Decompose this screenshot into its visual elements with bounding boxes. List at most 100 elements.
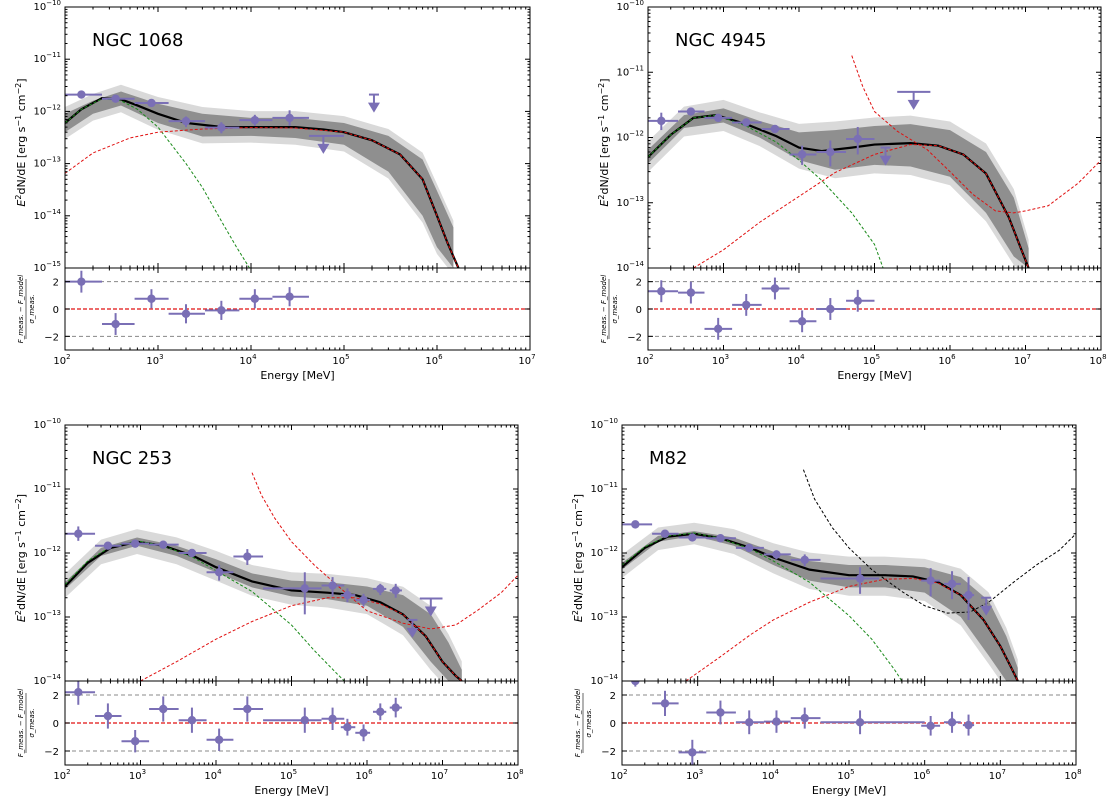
residual-point [631, 681, 640, 687]
residual-point [102, 313, 135, 335]
residual-point [340, 718, 356, 736]
y-axis-label: E2dN/dE [erg s−1 cm−2] [14, 78, 28, 206]
x-axis-label: Energy [MeV] [254, 784, 328, 797]
flux-point [678, 533, 707, 542]
residual-point [134, 289, 169, 309]
residual-plot-area [65, 270, 530, 337]
panel-ngc253: 10−14 10−13 10−12 10−11 10−10 102 103 104 105 106… [14, 417, 524, 797]
y-tick-label: 10−10 [33, 417, 61, 431]
model-component-2-line [693, 144, 1030, 268]
x-tick-label: 102 [610, 768, 627, 782]
y-tick-label: 10−14 [33, 208, 61, 222]
residual-point [846, 289, 875, 312]
residual-point [706, 700, 736, 725]
residual-point [95, 703, 122, 729]
flux-point [233, 549, 264, 565]
flux-point [706, 534, 736, 543]
y-tick-label: 10−11 [616, 64, 644, 78]
flux-point [372, 583, 387, 596]
residual-tick-label: 2 [53, 691, 59, 702]
residual-point [149, 696, 179, 722]
x-tick-label: 106 [425, 353, 443, 367]
x-tick-label: 105 [280, 768, 297, 782]
residual-point [921, 716, 941, 736]
flux-point [204, 122, 240, 134]
flux-point [761, 124, 790, 134]
x-tick-label: 107 [989, 768, 1006, 782]
y-axis-label: E2dN/dE [erg s−1 cm−2] [571, 494, 585, 622]
residual-point [272, 287, 309, 307]
x-tick-label: 102 [53, 768, 70, 782]
flux-point [263, 572, 322, 615]
residual-point [678, 281, 705, 304]
svg-text:σ_meas.: σ_meas. [585, 708, 593, 737]
flux-point [355, 593, 371, 607]
residual-point [962, 714, 975, 736]
uncertainty-band-inner [622, 531, 1018, 681]
residual-point [65, 270, 103, 293]
residual-point [789, 310, 817, 333]
panel-title: NGC 1068 [92, 30, 184, 51]
model-component-1-line [622, 532, 903, 681]
model-component-3-line [251, 472, 518, 630]
panel-title: M82 [649, 448, 687, 469]
residual-point [372, 703, 387, 721]
flux-point [121, 539, 150, 548]
x-tick-label: 103 [686, 768, 703, 782]
svg-text:σ_meas.: σ_meas. [28, 708, 36, 737]
model-component-2-line [685, 577, 1019, 681]
flux-point [622, 520, 653, 529]
model-component-2-line [65, 127, 459, 268]
residual-point [704, 317, 733, 340]
flux-point [652, 529, 679, 538]
sed-plot-area [65, 472, 518, 681]
residual-point [263, 707, 322, 733]
panel-ngc4945: 10−14 10−13 10−12 10−11 10−10 102 103 104 105 106… [597, 0, 1107, 382]
panel-title: NGC 4945 [675, 30, 767, 51]
flux-point [820, 567, 880, 594]
residual-tick-label: 2 [610, 691, 616, 702]
flux-point [648, 112, 679, 131]
x-tick-label: 107 [1014, 353, 1031, 367]
uncertainty-band-inner [65, 537, 462, 681]
residual-point [943, 711, 961, 733]
residual-point [678, 739, 707, 765]
residual-tick-label: −2 [44, 332, 59, 343]
y-axis-label: E2dN/dE [erg s−1 cm−2] [597, 78, 611, 206]
model-component-2-line [140, 597, 463, 681]
x-tick-label: 105 [332, 353, 349, 367]
uncertainty-band-inner [648, 108, 1029, 268]
residual-tick-label: 0 [610, 719, 616, 730]
flux-point [735, 543, 764, 553]
flux-point [732, 118, 762, 127]
residual-y-axis-label: F_meas. − F_model σ_meas. [17, 275, 36, 344]
residual-point [121, 730, 150, 753]
svg-text:F_meas. − F_model: F_meas. − F_model [17, 689, 25, 758]
model-component-1-line [648, 114, 884, 268]
x-tick-label: 102 [636, 353, 653, 367]
y-tick-label: 10−10 [33, 0, 61, 13]
flux-point [102, 94, 135, 103]
flux-point [921, 568, 941, 597]
flux-point [846, 126, 875, 155]
residual-tick-label: −2 [627, 332, 642, 343]
y-tick-label: 10−13 [33, 156, 61, 170]
x-tick-label: 105 [837, 768, 854, 782]
x-tick-label: 103 [712, 353, 729, 367]
panel-m82: 10−14 10−13 10−12 10−11 10−10 102 103 104 105 106… [571, 417, 1082, 797]
residual-plot-area [622, 681, 1076, 765]
flux-point [816, 140, 847, 167]
residual-point [761, 277, 790, 300]
residual-point [820, 710, 925, 735]
residual-point [321, 707, 345, 730]
upper-limit-arrow [980, 596, 993, 616]
model-component-3-line [802, 469, 1076, 614]
sed-plot-area [622, 469, 1076, 681]
y-tick-label: 10−13 [590, 609, 618, 623]
flux-point [134, 98, 169, 108]
flux-point [272, 110, 309, 126]
residual-tick-label: 0 [53, 719, 59, 730]
flux-point [340, 588, 356, 603]
upper-limit-arrow [879, 146, 892, 166]
model-component-1-line [65, 98, 251, 268]
